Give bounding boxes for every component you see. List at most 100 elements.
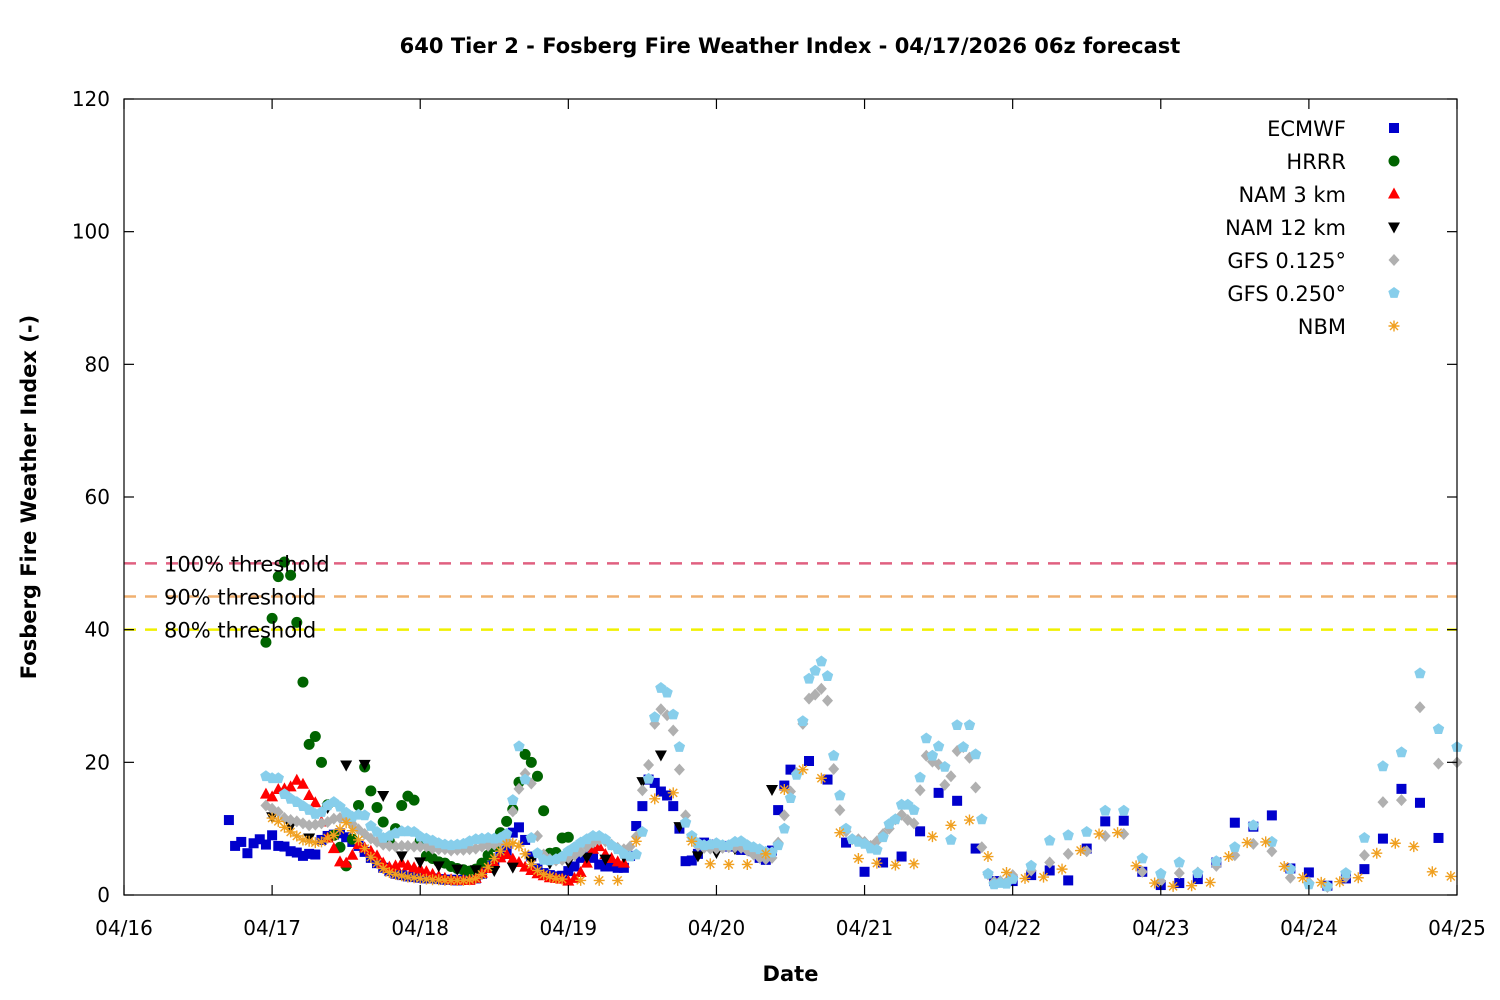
data-point [1100,816,1111,827]
data-point [340,856,353,868]
data-point [544,870,556,882]
data-point [1395,794,1407,807]
data-point [834,804,846,817]
data-point [680,809,692,822]
data-point [654,750,667,762]
data-point [457,874,469,886]
data-point [1377,760,1389,772]
data-point [396,839,408,852]
data-point [809,688,821,701]
threshold-label: 90% threshold [164,586,316,610]
data-point [285,826,297,838]
data-point [1241,837,1253,849]
data-point [1359,864,1370,875]
data-point [704,858,716,870]
threshold-label: 80% threshold [164,619,316,643]
data-point [841,837,852,848]
data-point [945,819,957,831]
data-point [1414,701,1426,714]
data-point [550,872,562,884]
data-point [273,840,284,851]
data-point [346,848,359,860]
y-tick-label: 100 [72,220,110,244]
legend-label: NAM 3 km [1238,183,1346,207]
data-point [1396,783,1407,794]
data-point [939,761,951,772]
data-point [915,826,926,837]
data-point [791,768,803,780]
data-point [815,772,827,784]
data-point [599,833,612,845]
data-point [1358,832,1371,843]
data-point [365,785,377,797]
data-point [433,874,445,886]
y-tick-label: 60 [85,485,110,509]
data-point [679,816,692,828]
data-point [359,843,371,855]
y-tick-label: 0 [97,883,110,907]
data-point [230,840,241,851]
data-point [488,865,501,877]
data-point [315,836,327,848]
data-point [260,839,271,850]
data-point [896,851,907,862]
data-point [562,831,574,843]
data-point [470,872,482,884]
data-point [1118,815,1129,826]
data-point [772,839,784,851]
data-point [784,792,797,803]
data-point [612,862,623,873]
data-point [1377,796,1389,809]
data-point [248,838,259,849]
data-point [390,840,402,853]
data-point [643,758,655,771]
data-point [464,874,476,886]
data-point [260,636,272,648]
y-tick-label: 120 [72,87,110,111]
legend-marker [1388,222,1400,234]
data-point [395,851,408,863]
data-point [513,840,525,852]
x-tick-label: 04/24 [1280,916,1338,940]
data-point [593,874,605,886]
data-point [637,801,648,812]
legend-label: GFS 0.250° [1227,282,1346,306]
data-point [408,794,420,806]
data-point [778,809,790,822]
data-point [969,748,982,760]
chart-title: 640 Tier 2 - Fosberg Fire Weather Index … [399,34,1181,58]
data-point [1155,867,1167,879]
data-point [673,763,685,776]
data-point [390,868,402,880]
data-point [1186,880,1198,892]
data-point [1192,874,1203,885]
data-point [365,851,377,863]
data-point [970,843,981,854]
data-point [476,868,488,880]
data-point [1414,797,1425,808]
data-point [1038,871,1050,883]
data-point [364,844,377,856]
data-point [662,790,673,801]
data-point [506,862,519,874]
data-point [1229,841,1241,853]
data-point [507,827,518,838]
data-point [1260,836,1272,848]
data-point [1130,860,1142,872]
data-point [1112,827,1124,839]
data-point [1340,867,1352,878]
data-point [420,873,432,885]
data-point [414,840,426,853]
data-point [605,852,618,864]
data-point [1303,867,1314,878]
data-point [908,804,920,815]
data-point [303,738,315,750]
data-point [1321,880,1334,892]
data-point [513,822,524,833]
data-point [828,749,840,761]
data-point [519,773,531,785]
data-point [309,796,322,808]
y-tick-label: 20 [85,750,110,774]
legend-label: GFS 0.125° [1227,249,1346,273]
data-point [297,834,309,846]
